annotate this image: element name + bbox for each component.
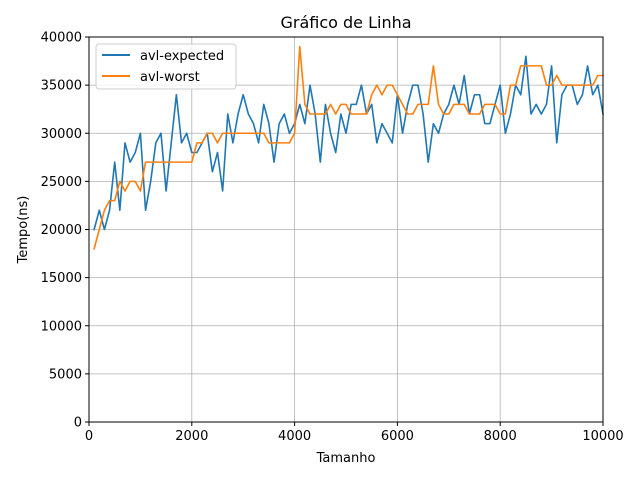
y-axis-ticks: 0 5000 10000 15000 20000 25000 30000 35000 40000 xyxy=(41,31,89,431)
y-tick-label: 30000 xyxy=(41,127,82,142)
x-tick-label: 6000 xyxy=(381,429,414,444)
y-tick-label: 25000 xyxy=(41,175,82,190)
series-lines xyxy=(93,45,604,250)
x-tick-label: 8000 xyxy=(484,429,517,444)
x-tick-label: 10000 xyxy=(582,429,623,444)
legend-box xyxy=(95,43,237,90)
legend-label-avl-expected: avl-expected xyxy=(140,49,224,64)
y-tick-label: 15000 xyxy=(41,271,82,286)
y-axis-label: Tempo(ns) xyxy=(16,196,31,265)
y-tick-label: 5000 xyxy=(49,367,82,382)
legend: avl-expected avl-worst xyxy=(95,43,237,90)
legend-label-avl-worst: avl-worst xyxy=(140,70,200,85)
y-tick-label: 40000 xyxy=(41,31,82,46)
x-axis-label: Tamanho xyxy=(316,451,376,466)
x-axis-ticks: 0 2000 4000 6000 8000 10000 xyxy=(85,422,624,444)
chart-title: Gráfico de Linha xyxy=(280,13,411,32)
y-tick-label: 20000 xyxy=(41,223,82,238)
series-line-avl-worst xyxy=(93,45,604,250)
x-tick-label: 4000 xyxy=(278,429,311,444)
y-tick-label: 0 xyxy=(74,416,82,431)
x-tick-label: 2000 xyxy=(175,429,208,444)
y-tick-label: 35000 xyxy=(41,79,82,94)
series-line-avl-expected xyxy=(93,55,604,231)
y-tick-label: 10000 xyxy=(41,319,82,334)
x-tick-label: 0 xyxy=(85,429,93,444)
